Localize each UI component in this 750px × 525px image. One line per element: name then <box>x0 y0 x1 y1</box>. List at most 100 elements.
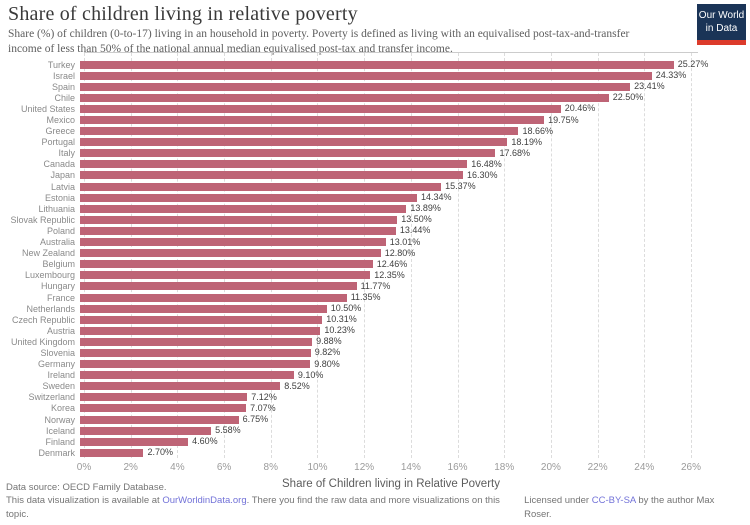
bar-lithuania[interactable] <box>80 204 407 213</box>
chart-row-switzerland: Switzerland 7.12% <box>0 392 698 403</box>
bar-slovak-republic[interactable] <box>80 215 398 224</box>
bar-italy[interactable] <box>80 149 496 158</box>
bar-track: 13.89% <box>80 203 698 213</box>
license-link[interactable]: CC-BY-SA <box>591 495 636 507</box>
value-label-netherlands: 10.50% <box>330 303 362 314</box>
value-label-hungary: 11.77% <box>360 280 391 291</box>
x-tick-0: 0% <box>76 462 92 473</box>
chart-row-belgium: Belgium 12.46% <box>0 259 698 270</box>
chart-row-lithuania: Lithuania 13.89% <box>0 203 698 214</box>
x-tick-2: 2% <box>123 462 138 473</box>
value-label-latvia: 15.37% <box>445 181 476 192</box>
chart-row-poland: Poland 13.44% <box>0 225 698 236</box>
bar-czech-republic[interactable] <box>80 315 323 324</box>
bar-finland[interactable] <box>80 437 189 446</box>
bar-spain[interactable] <box>80 82 631 91</box>
country-label-iceland: Iceland <box>45 425 75 436</box>
bar-chile[interactable] <box>80 93 609 102</box>
country-label-japan: Japan <box>50 170 75 181</box>
value-label-australia: 13.01% <box>389 236 421 247</box>
bar-track: 10.50% <box>80 303 698 314</box>
bar-track: 12.80% <box>80 248 698 258</box>
bar-track: 12.46% <box>80 259 698 269</box>
value-label-estonia: 14.34% <box>420 192 452 203</box>
bar-hungary[interactable] <box>80 282 357 291</box>
bar-portugal[interactable] <box>80 138 508 147</box>
chart-row-slovak-republic: Slovak Republic 13.50% <box>0 214 698 225</box>
chart-row-finland: Finland 4.60% <box>0 436 698 447</box>
bar-canada[interactable] <box>80 160 468 169</box>
chart-row-new-zealand: New Zealand 12.80% <box>0 248 698 259</box>
x-tick-4: 4% <box>170 462 185 473</box>
bar-chart: Turkey 25.27% Israel 24.33% Spain 23.41% Chile… <box>0 52 750 502</box>
value-label-denmark: 2.70% <box>147 447 173 458</box>
bar-track: 10.31% <box>80 314 698 324</box>
bar-latvia[interactable] <box>80 182 442 191</box>
x-tick-22: 22% <box>587 462 608 473</box>
bar-belgium[interactable] <box>80 260 373 269</box>
bar-track: 12.35% <box>80 270 698 280</box>
gridline-22 <box>597 53 599 458</box>
bar-japan[interactable] <box>80 171 464 180</box>
owid-logo-line1: Our World <box>698 10 745 21</box>
bar-track: 13.01% <box>80 236 698 247</box>
bar-germany[interactable] <box>80 360 311 369</box>
chart-row-spain: Spain 23.41% <box>0 81 698 92</box>
bar-switzerland[interactable] <box>80 393 248 402</box>
value-label-korea: 7.07% <box>250 402 276 413</box>
bar-united-kingdom[interactable] <box>80 337 313 346</box>
country-label-ireland: Ireland <box>47 370 75 381</box>
chart-row-greece: Greece 18.66% <box>0 126 698 137</box>
bar-denmark[interactable] <box>80 448 144 457</box>
bar-united-states[interactable] <box>80 104 561 113</box>
bar-france[interactable] <box>80 293 347 302</box>
country-label-slovenia: Slovenia <box>40 347 75 358</box>
country-label-spain: Spain <box>51 81 75 92</box>
bar-track: 16.48% <box>80 159 698 169</box>
bar-new-zealand[interactable] <box>80 249 381 258</box>
value-label-slovak-republic: 13.50% <box>401 214 432 225</box>
bar-turkey[interactable] <box>80 60 674 69</box>
country-label-canada: Canada <box>43 159 75 170</box>
bar-korea[interactable] <box>80 404 247 413</box>
owid-link[interactable]: OurWorldinData.org <box>162 495 247 507</box>
value-label-sweden: 8.52% <box>284 380 310 391</box>
chart-row-italy: Italy 17.68% <box>0 148 698 159</box>
bar-australia[interactable] <box>80 238 386 247</box>
bar-israel[interactable] <box>80 71 652 80</box>
country-label-poland: Poland <box>46 225 75 236</box>
value-label-finland: 4.60% <box>192 436 218 447</box>
bar-estonia[interactable] <box>80 193 417 202</box>
bar-luxembourg[interactable] <box>80 271 371 280</box>
x-axis: 0% 2% 4% 6% 8% 10% 12% 14% 16% 18% 20% 22% 24% 26% <box>77 462 701 475</box>
bar-track: 24.33% <box>80 70 698 80</box>
bar-track: 9.10% <box>80 369 698 380</box>
chart-row-estonia: Estonia 14.34% <box>0 192 698 203</box>
country-label-italy: Italy <box>58 148 75 159</box>
chart-row-united-states: United States 20.46% <box>0 103 698 114</box>
bar-sweden[interactable] <box>80 382 281 391</box>
value-label-japan: 16.30% <box>467 169 498 180</box>
bar-slovenia[interactable] <box>80 348 311 357</box>
value-label-ireland: 9.10% <box>297 369 324 380</box>
bar-greece[interactable] <box>80 127 519 136</box>
country-label-austria: Austria <box>46 325 75 336</box>
bar-norway[interactable] <box>80 415 239 424</box>
bar-austria[interactable] <box>80 326 321 335</box>
owid-logo[interactable]: Our World in Data <box>697 4 746 45</box>
country-label-mexico: Mexico <box>46 115 75 126</box>
chart-row-turkey: Turkey 25.27% <box>0 59 709 70</box>
value-label-greece: 18.66% <box>522 125 553 136</box>
bar-ireland[interactable] <box>80 371 294 380</box>
value-label-italy: 17.68% <box>499 147 530 158</box>
chart-row-canada: Canada 16.48% <box>0 159 698 170</box>
value-label-austria: 10.23% <box>324 325 355 336</box>
bar-netherlands[interactable] <box>80 304 327 313</box>
bar-mexico[interactable] <box>80 116 545 125</box>
bar-iceland[interactable] <box>80 426 212 435</box>
value-label-mexico: 19.75% <box>548 114 579 125</box>
chart-row-mexico: Mexico 19.75% <box>0 114 698 126</box>
country-label-korea: Korea <box>50 403 75 414</box>
bar-track: 14.34% <box>80 192 698 203</box>
bar-poland[interactable] <box>80 226 396 235</box>
